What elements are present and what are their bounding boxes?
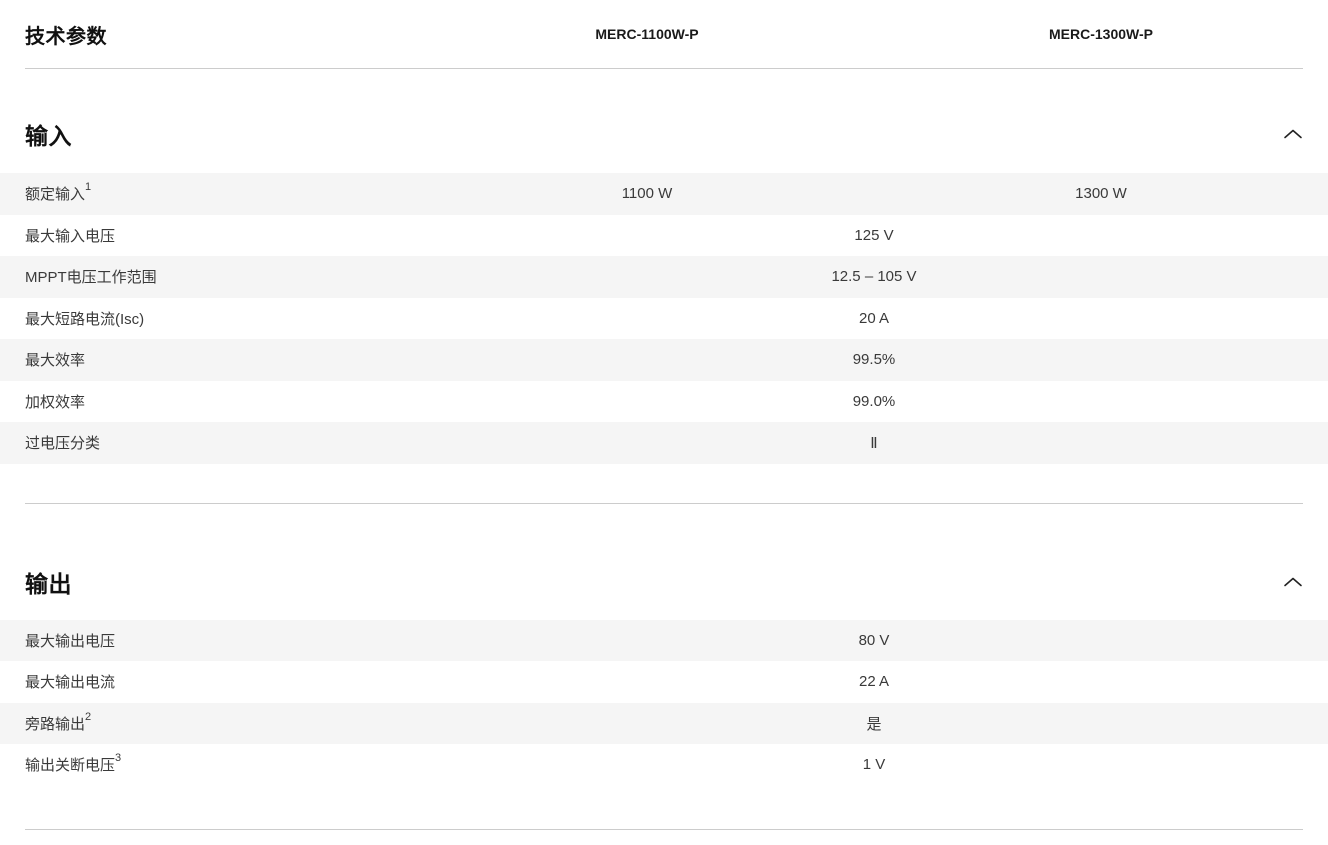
table-row: 过电压分类 Ⅱ [0,422,1328,464]
section-divider [25,502,1303,504]
spec-label: 最大效率 [0,349,420,370]
footnote-marker: 3 [115,752,122,765]
column-header-merc-1300: MERC-1300W-P [1049,26,1153,42]
spec-label: 旁路输出2 [0,710,420,734]
collapse-input-button[interactable] [1283,128,1303,140]
spec-label-text: MPPT电压工作范围 [25,269,157,287]
spec-label: 输出关断电压3 [0,752,420,775]
spec-label-text: 旁路输出 [25,715,86,733]
table-row: 输出关断电压3 1 V [0,744,1328,786]
spec-value-shared: 22 A [858,673,890,691]
spec-label-text: 加权效率 [25,393,86,411]
spec-label: 最大输入电压 [0,225,420,246]
spec-value-shared: 99.0% [852,392,896,410]
bottom-divider [25,828,1303,830]
spec-value-shared: 80 V [858,631,890,649]
spec-value-shared: 125 V [854,226,894,244]
column-header-merc-1100: MERC-1100W-P [595,26,699,42]
footnote-marker: 2 [85,710,92,723]
output-spec-table: 最大输出电压 80 V 最大输出电流 22 A 旁路输出2 是 输出关断电压3 … [0,619,1328,786]
spec-label: 最大短路电流(Isc) [0,308,420,329]
spec-value-shared: 1 V [862,756,886,774]
table-row: 加权效率 99.0% [0,381,1328,423]
spec-label-text: 最大输出电流 [25,674,116,692]
spec-value-shared: 是 [866,715,882,733]
table-row: 旁路输出2 是 [0,702,1328,744]
spec-label: 最大输出电压 [0,630,420,651]
spec-label: 过电压分类 [0,432,420,453]
spec-value-merc-1100: 1100 W [621,185,673,203]
spec-label-text: 额定输入 [25,186,86,204]
spec-label: MPPT电压工作范围 [0,266,420,287]
table-header: 技术参数 MERC-1100W-P MERC-1300W-P [0,0,1328,68]
spec-value-merc-1300: 1300 W [1075,185,1127,203]
spec-label: 最大输出电流 [0,671,420,692]
footnote-marker: 1 [85,181,92,194]
spec-value-shared: 12.5 – 105 V [831,268,917,286]
spec-label-text: 最大输入电压 [25,227,116,245]
spec-value-shared: 20 A [858,309,890,327]
table-row: 最大输出电流 22 A [0,661,1328,703]
input-spec-table: 额定输入1 1100 W 1300 W 最大输入电压 125 V MPPT电压工… [0,173,1328,464]
table-row: 最大短路电流(Isc) 20 A [0,298,1328,340]
section-title-input: 输入 [25,123,72,149]
section-title-output: 输出 [25,570,72,597]
spec-label-text: 过电压分类 [25,435,101,453]
spec-value-shared: 99.5% [852,351,896,369]
table-row: 额定输入1 1100 W 1300 W [0,173,1328,215]
spec-label: 加权效率 [0,391,420,412]
spec-label: 额定输入1 [0,181,420,204]
section-header-input: 输入 [0,69,1328,173]
table-row: 最大输入电压 125 V [0,215,1328,257]
table-row: MPPT电压工作范围 12.5 – 105 V [0,256,1328,298]
spec-value-shared: Ⅱ [870,434,878,452]
collapse-output-button[interactable] [1283,576,1303,588]
header-divider [25,68,1303,69]
spec-label-text: 输出关断电压 [25,757,116,775]
spec-label-text: 最大效率 [25,352,86,370]
section-header-output: 输出 [0,504,1328,620]
spec-label-text: 最大短路电流(Isc) [25,310,145,328]
table-row: 最大效率 99.5% [0,339,1328,381]
chevron-up-icon [1283,576,1303,588]
spec-label-text: 最大输出电压 [25,632,116,650]
chevron-up-icon [1283,128,1303,140]
page-title: 技术参数 [25,25,107,48]
table-row: 最大输出电压 80 V [0,619,1328,661]
